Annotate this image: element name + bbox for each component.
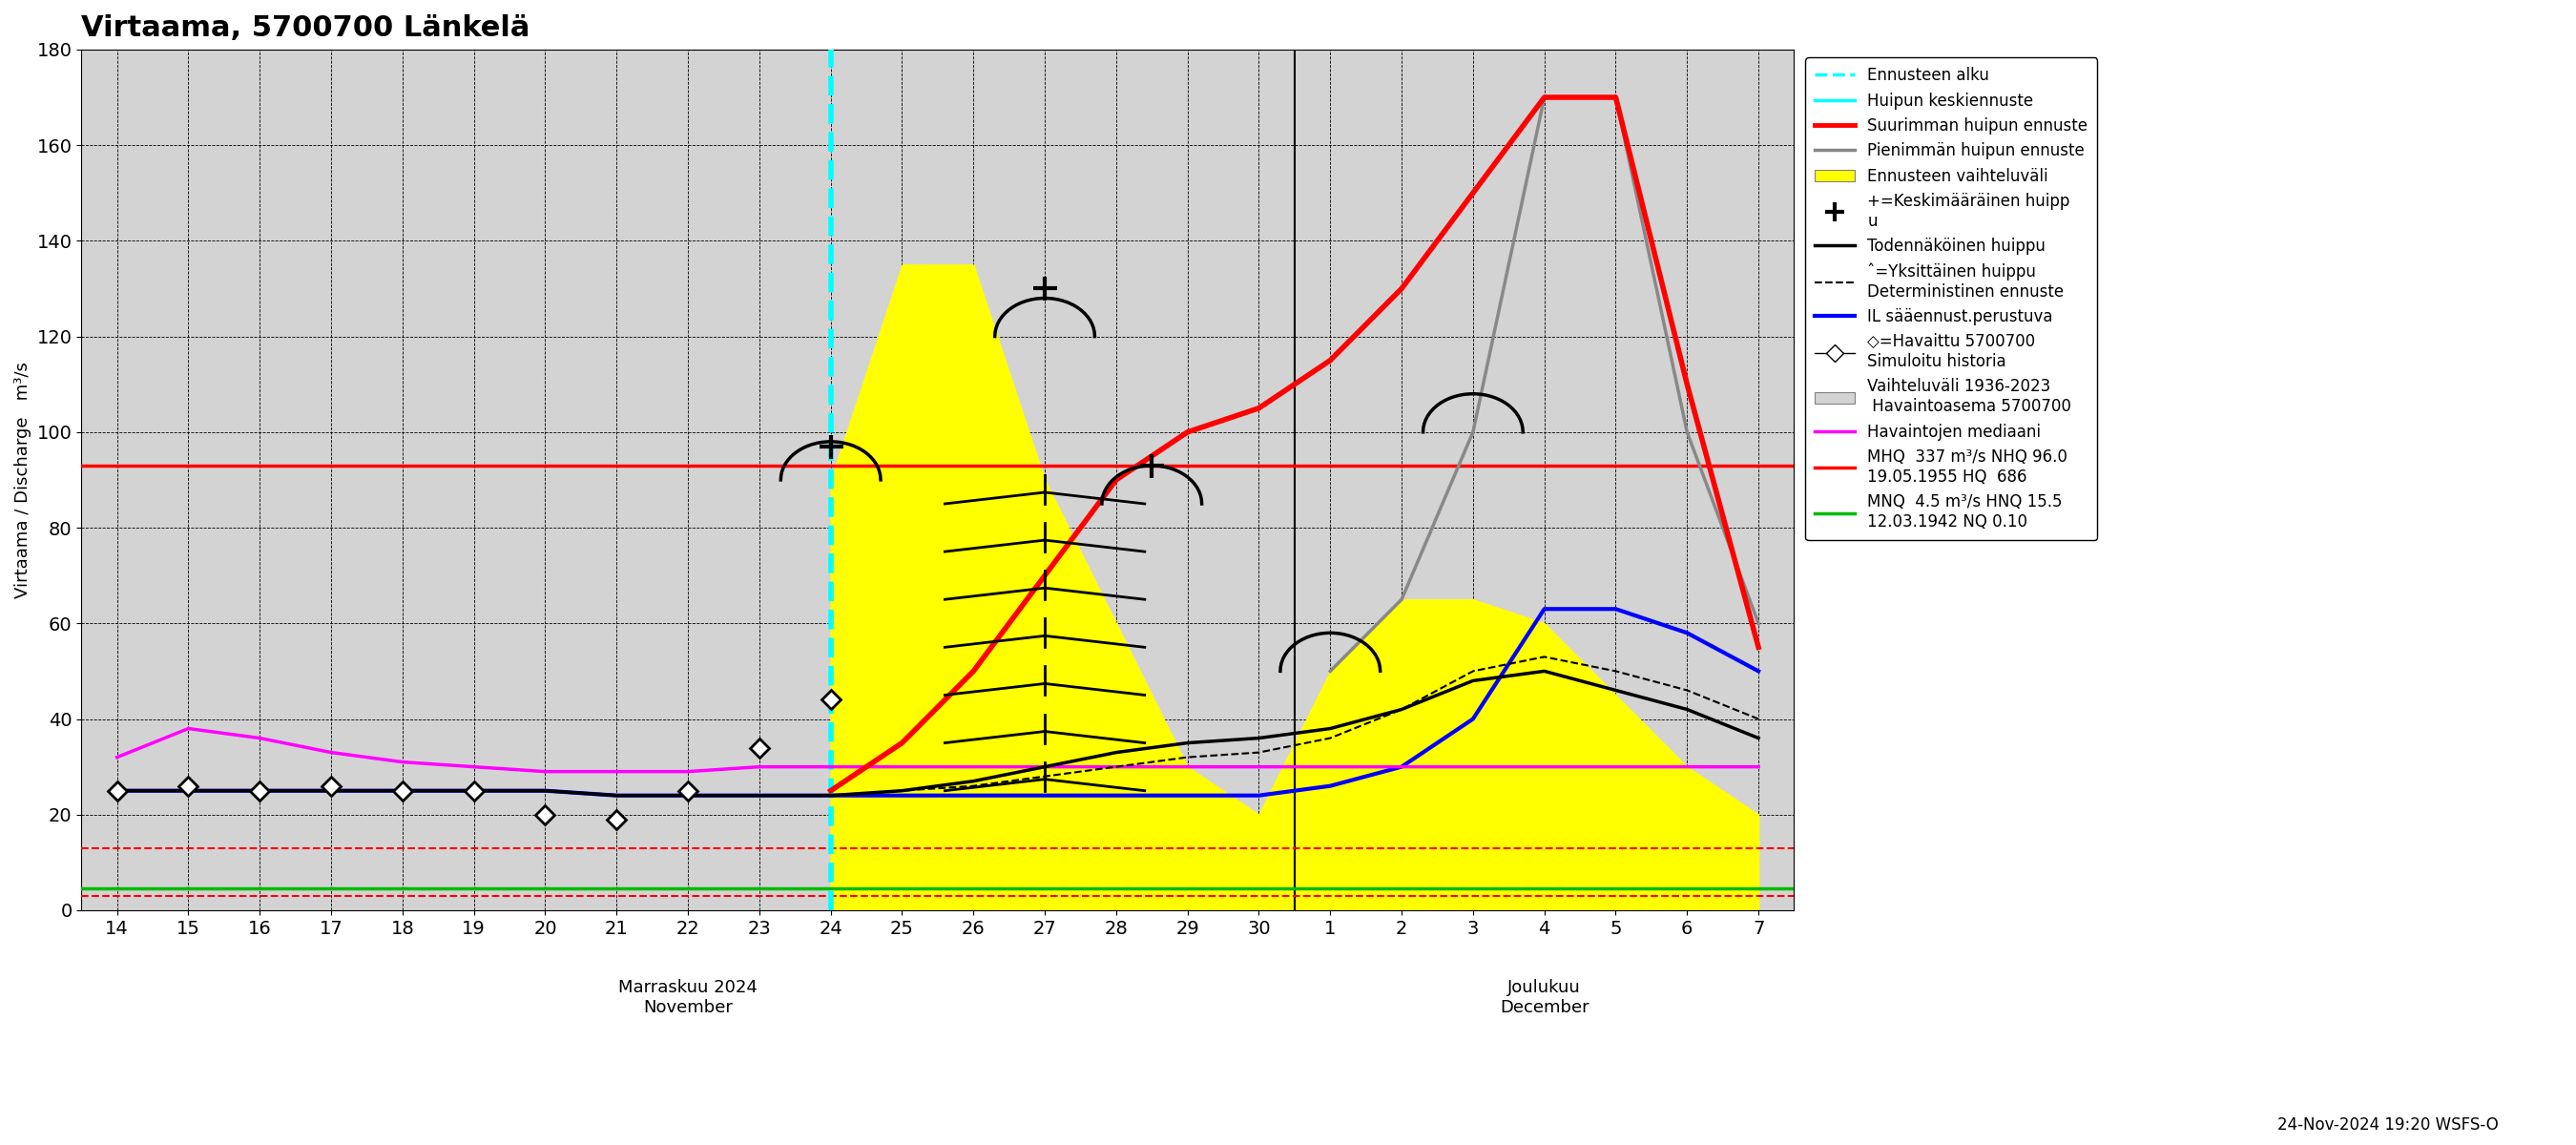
Legend: Ennusteen alku, Huipun keskiennuste, Suurimman huipun ennuste, Pienimmän huipun : Ennusteen alku, Huipun keskiennuste, Suu… xyxy=(1806,57,2097,540)
Y-axis label: Virtaama / Discharge   m³/s: Virtaama / Discharge m³/s xyxy=(15,362,31,598)
Text: 24-Nov-2024 19:20 WSFS-O: 24-Nov-2024 19:20 WSFS-O xyxy=(2277,1116,2499,1134)
Text: Joulukuu
December: Joulukuu December xyxy=(1499,979,1589,1017)
Text: Virtaama, 5700700 Länkelä: Virtaama, 5700700 Länkelä xyxy=(82,14,531,42)
Text: Marraskuu 2024
November: Marraskuu 2024 November xyxy=(618,979,757,1017)
